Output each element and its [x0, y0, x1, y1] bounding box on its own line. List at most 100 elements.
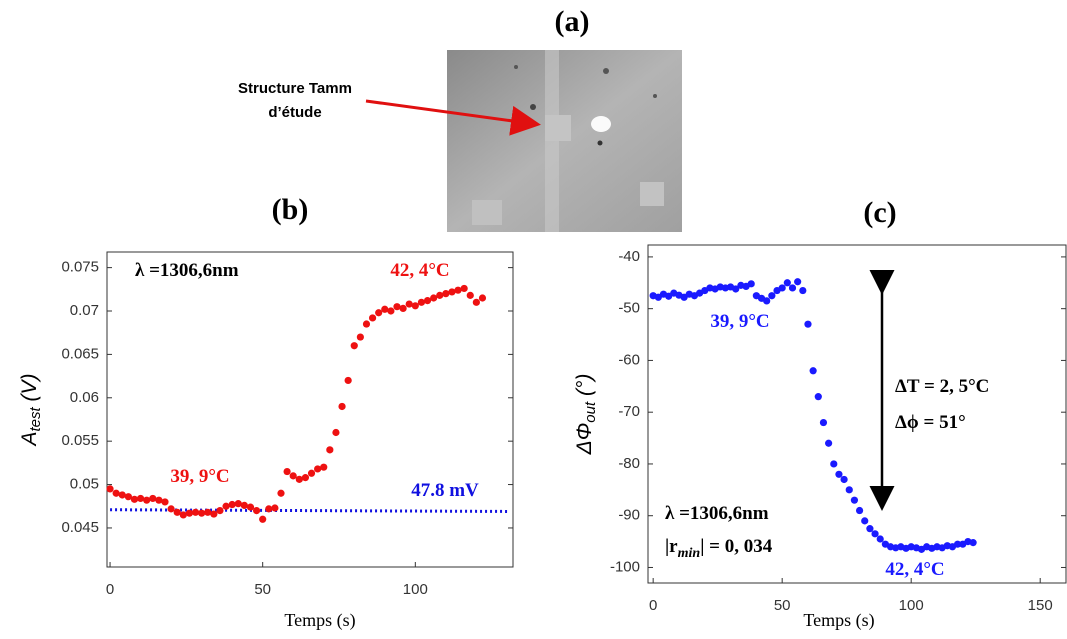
x-tick-label: 150 — [1028, 597, 1053, 614]
data-point — [430, 294, 438, 302]
data-point — [665, 292, 673, 300]
data-point — [871, 530, 879, 538]
data-point — [191, 508, 200, 516]
chart-title: (c) — [863, 196, 896, 229]
data-point — [368, 314, 377, 322]
y-tick-label: 0.06 — [70, 389, 99, 406]
data-point — [399, 304, 407, 313]
data-point — [732, 285, 740, 293]
data-point — [840, 475, 848, 484]
annotation: 42, 4°C — [390, 260, 449, 281]
data-point — [344, 376, 352, 385]
data-point — [246, 503, 255, 511]
data-point — [301, 474, 310, 482]
annotation: ΔT = 2, 5°C — [895, 376, 989, 397]
y-tick-label: 0.065 — [61, 345, 99, 362]
y-axis-label: Atest (V) — [18, 373, 44, 447]
data-point — [234, 500, 242, 508]
x-axis-label: Temps (s) — [803, 610, 874, 631]
data-point — [259, 515, 267, 523]
annotation-text: 39, 9°C — [710, 311, 769, 332]
annotation: λ =1306,6nm — [135, 260, 239, 281]
data-point — [216, 506, 224, 515]
annotation-text: 39, 9°C — [170, 466, 229, 487]
data-point — [814, 393, 822, 401]
data-point — [130, 495, 139, 503]
caption: Structure Tamm — [238, 80, 352, 97]
data-point — [855, 506, 864, 515]
y-label-subscript: test — [27, 406, 44, 431]
data-point — [819, 418, 828, 427]
data-point — [876, 535, 884, 543]
data-point — [106, 485, 114, 493]
plot-frame — [647, 244, 1067, 584]
annotation: 47.8 mV — [411, 480, 479, 501]
y-tick-label: 0.075 — [61, 259, 99, 276]
y-label-symbol: ΔΦ — [573, 423, 596, 456]
plot-frame — [106, 251, 514, 568]
y-label-subscript: out — [582, 401, 599, 423]
annotation: |rmin| = 0, 034 — [665, 536, 773, 561]
x-tick-label: 50 — [254, 581, 271, 598]
data-point — [326, 446, 334, 454]
data-point — [375, 309, 383, 317]
data-point — [866, 525, 874, 533]
data-point — [788, 284, 797, 292]
annotation-subscript: min — [678, 546, 701, 561]
y-label-unit: (V) — [18, 373, 41, 407]
annotation-text: |r — [665, 536, 678, 557]
y-axis-label: ΔΦout (°) — [573, 374, 599, 456]
data-point — [417, 298, 426, 306]
data-point — [460, 284, 468, 293]
data-point — [222, 502, 230, 510]
data-point — [277, 489, 285, 497]
data-point — [271, 504, 279, 512]
data-point — [478, 294, 487, 302]
data-point — [289, 472, 297, 480]
annotation-text: 42, 4°C — [390, 260, 449, 281]
data-point — [794, 278, 802, 286]
annotation-text: λ =1306,6nm — [665, 503, 769, 524]
y-tick-label: -50 — [618, 300, 640, 317]
annotation: Δϕ = 51° — [895, 412, 966, 433]
annotation-text: | = 0, 034 — [700, 536, 773, 557]
data-point — [405, 300, 413, 308]
data-point — [454, 286, 462, 294]
data-point — [124, 493, 132, 501]
micrograph — [447, 50, 682, 232]
data-point — [799, 286, 807, 295]
data-point — [240, 501, 248, 509]
data-point — [472, 298, 480, 306]
data-point — [763, 297, 771, 305]
data-point — [969, 539, 977, 547]
data-point — [845, 486, 853, 494]
data-point — [350, 342, 358, 350]
annotation-text: 42, 4°C — [885, 559, 944, 580]
data-point — [332, 428, 340, 437]
data-point — [830, 460, 838, 468]
data-point — [149, 494, 157, 503]
data-point — [436, 291, 444, 299]
y-tick-label: 0.07 — [70, 302, 99, 319]
data-point — [768, 292, 776, 300]
annotation-text: ΔT = 2, 5°C — [895, 376, 989, 397]
y-tick-label: -100 — [610, 558, 640, 575]
y-tick-label: -40 — [618, 248, 640, 265]
data-point — [173, 508, 181, 516]
data-point — [185, 509, 194, 517]
x-tick-label: 100 — [403, 581, 428, 598]
annotation: 39, 9°C — [710, 311, 769, 332]
x-tick-label: 50 — [774, 597, 791, 614]
y-tick-label: 0.055 — [61, 432, 99, 449]
data-point — [320, 463, 328, 471]
data-point — [338, 402, 346, 411]
panel-label: (a) — [555, 5, 590, 38]
y-tick-label: 0.05 — [70, 476, 99, 493]
data-point — [466, 291, 474, 299]
data-point — [835, 470, 843, 478]
data-point — [411, 302, 419, 310]
data-point — [143, 496, 151, 504]
data-point — [283, 467, 291, 476]
annotation-text: λ =1306,6nm — [135, 260, 239, 281]
